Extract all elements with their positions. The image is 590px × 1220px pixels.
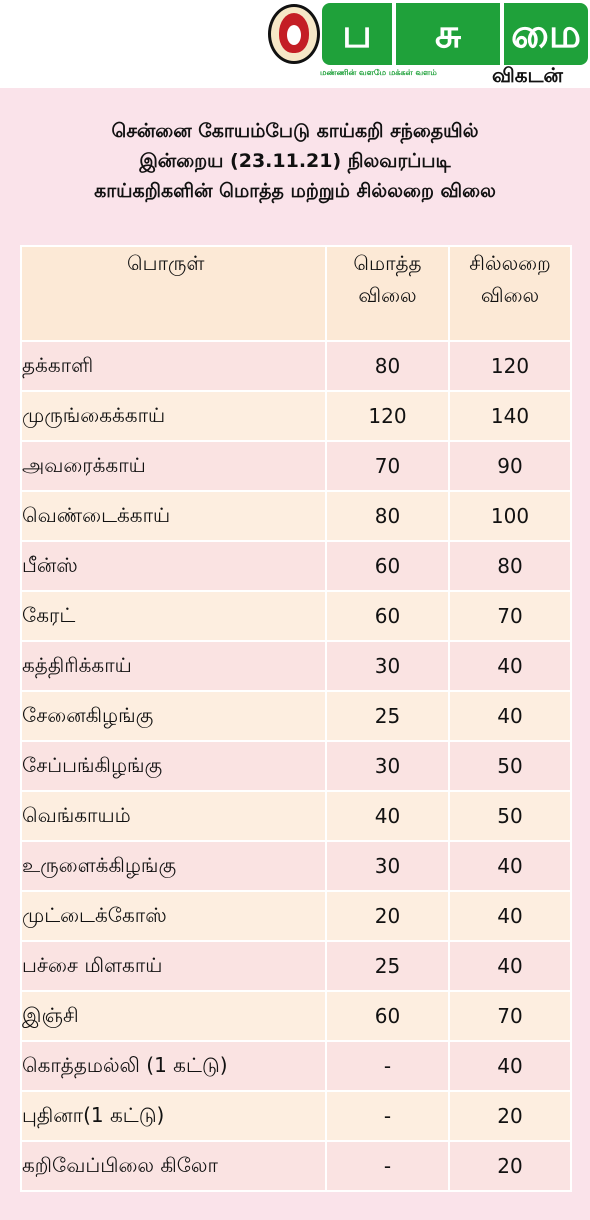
retail-price-cell: 40 [448, 890, 572, 942]
wholesale-price-cell: 60 [325, 990, 450, 1042]
logo-tile: ப [322, 3, 392, 65]
retail-price-cell: 120 [448, 340, 572, 392]
header: ப சு மை மண்ணின் வளமே மக்கள் வளம் விகடன் [0, 0, 590, 88]
retail-price-cell: 50 [448, 740, 572, 792]
wholesale-price-cell: 25 [325, 690, 450, 742]
wholesale-price-cell: 60 [325, 590, 450, 642]
table-row: முருங்கைக்காய் 120 140 [20, 390, 572, 442]
wholesale-price-cell: 80 [325, 490, 450, 542]
table-row: கறிவேப்பிலை கிலோ -20 [20, 1140, 572, 1192]
title-line: இன்றைய (23.11.21) நிலவரப்படி [139, 150, 451, 172]
product-cell: வெங்காயம் [20, 790, 327, 842]
product-cell: தக்காளி [20, 340, 327, 392]
table-row: உருளைக்கிழங்கு 30 40 [20, 840, 572, 892]
page-title: சென்னை கோயம்பேடு காய்கறி சந்தையில் இன்றை… [20, 116, 570, 206]
table-row: வெண்டைக்காய் 80 100 [20, 490, 572, 542]
product-cell: கேரட் [20, 590, 327, 642]
retail-price-cell: 100 [448, 490, 572, 542]
wholesale-price-cell: 25 [325, 940, 450, 992]
logo-brand: விகடன் [492, 63, 563, 87]
wholesale-price-cell: 30 [325, 640, 450, 692]
table-row: முட்டைக்கோஸ் 20 40 [20, 890, 572, 942]
wholesale-price-cell: - [325, 1040, 450, 1092]
retail-price-cell: 70 [448, 990, 572, 1042]
logo-tile: மை [504, 3, 588, 65]
product-cell: முருங்கைக்காய் [20, 390, 327, 442]
product-cell: பீன்ஸ் [20, 540, 327, 592]
product-cell: சேனைகிழங்கு [20, 690, 327, 742]
table-row: சேப்பங்கிழங்கு 30 50 [20, 740, 572, 792]
wholesale-price-cell: 70 [325, 440, 450, 492]
logo-tagline: மண்ணின் வளமே மக்கள் வளம் [320, 68, 437, 77]
header-retail: சில்லறை விலை [448, 245, 572, 342]
retail-price-cell: 40 [448, 1040, 572, 1092]
table-row: கத்திரிக்காய் 30 40 [20, 640, 572, 692]
wholesale-price-cell: - [325, 1090, 450, 1142]
wholesale-price-cell: 120 [325, 390, 450, 442]
table-row: வெங்காயம் 40 50 [20, 790, 572, 842]
product-cell: உருளைக்கிழங்கு [20, 840, 327, 892]
table-row: பீன்ஸ் 60 80 [20, 540, 572, 592]
wholesale-price-cell: 30 [325, 840, 450, 892]
wholesale-price-cell: 20 [325, 890, 450, 942]
retail-price-cell: 40 [448, 840, 572, 892]
logo-wordmark: ப சு மை [322, 3, 588, 65]
retail-price-cell: 50 [448, 790, 572, 842]
product-cell: முட்டைக்கோஸ் [20, 890, 327, 942]
table-row: இஞ்சி 60 70 [20, 990, 572, 1042]
product-cell: கொத்தமல்லி (1 கட்டு) [20, 1040, 327, 1092]
title-line: சென்னை கோயம்பேடு காய்கறி சந்தையில் [111, 120, 479, 142]
table-row: கேரட் 60 70 [20, 590, 572, 642]
product-cell: அவரைக்காய் [20, 440, 327, 492]
product-cell: புதினா(1 கட்டு) [20, 1090, 327, 1142]
wholesale-price-cell: 40 [325, 790, 450, 842]
product-cell: வெண்டைக்காய் [20, 490, 327, 542]
product-cell: கறிவேப்பிலை கிலோ [20, 1140, 327, 1192]
title-line: காய்கறிகளின் மொத்த மற்றும் சில்லறை விலை [94, 180, 496, 202]
retail-price-cell: 40 [448, 640, 572, 692]
table-row: கொத்தமல்லி (1 கட்டு) -40 [20, 1040, 572, 1092]
retail-price-cell: 140 [448, 390, 572, 442]
table-row: அவரைக்காய் 70 90 [20, 440, 572, 492]
table-row: புதினா(1 கட்டு) -20 [20, 1090, 572, 1142]
retail-price-cell: 80 [448, 540, 572, 592]
wholesale-price-cell: 30 [325, 740, 450, 792]
retail-price-cell: 20 [448, 1090, 572, 1142]
product-cell: சேப்பங்கிழங்கு [20, 740, 327, 792]
header-wholesale: மொத்த விலை [325, 245, 450, 342]
wholesale-price-cell: 60 [325, 540, 450, 592]
header-product: பொருள் [20, 245, 327, 342]
table-row: தக்காளி 80 120 [20, 340, 572, 392]
retail-price-cell: 90 [448, 440, 572, 492]
product-cell: இஞ்சி [20, 990, 327, 1042]
logo-tile: சு [396, 3, 500, 65]
retail-price-cell: 40 [448, 690, 572, 742]
retail-price-cell: 70 [448, 590, 572, 642]
product-cell: கத்திரிக்காய் [20, 640, 327, 692]
mascot-emblem-icon [268, 4, 320, 64]
retail-price-cell: 40 [448, 940, 572, 992]
retail-price-cell: 20 [448, 1140, 572, 1192]
wholesale-price-cell: - [325, 1140, 450, 1192]
table-header-row: பொருள் மொத்த விலை சில்லறை விலை [20, 245, 572, 342]
table-row: சேனைகிழங்கு 25 40 [20, 690, 572, 742]
product-cell: பச்சை மிளகாய் [20, 940, 327, 992]
wholesale-price-cell: 80 [325, 340, 450, 392]
table-row: பச்சை மிளகாய் 25 40 [20, 940, 572, 992]
price-table: பொருள் மொத்த விலை சில்லறை விலை தக்காளி 80 12… [20, 245, 572, 1192]
